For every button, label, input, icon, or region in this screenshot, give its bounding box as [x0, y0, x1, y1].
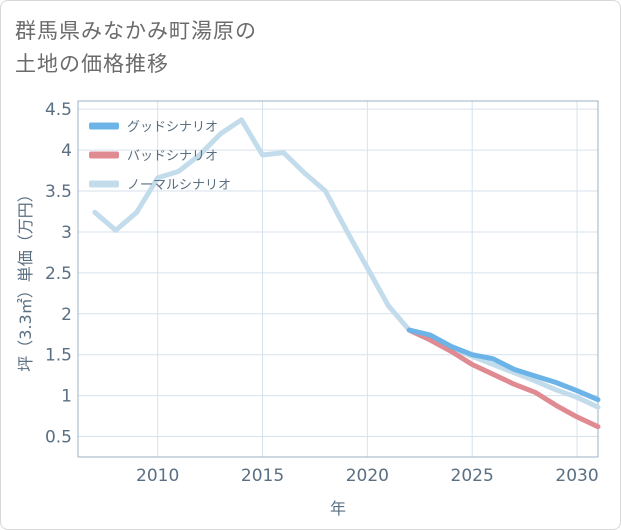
grid — [78, 101, 598, 457]
title-line-2: 土地の価格推移 — [15, 52, 169, 76]
x-axis-label: 年 — [330, 499, 346, 518]
legend-label: グッドシナリオ — [127, 120, 218, 135]
x-tick-label: 2025 — [451, 466, 494, 486]
x-tick-label: 2030 — [555, 466, 598, 486]
title-line-1: 群馬県みなかみ町湯原の — [15, 19, 257, 43]
legend-label: バッドシナリオ — [127, 149, 218, 164]
plot-area — [77, 100, 599, 458]
series-line-good — [406, 327, 601, 403]
y-tick-label: 3 — [61, 223, 72, 243]
y-tick-label: 1.5 — [45, 346, 72, 366]
legend-swatch — [89, 180, 119, 188]
x-tick-label: 2010 — [136, 466, 179, 486]
y-tick-label: 1 — [61, 387, 72, 407]
series-layer — [92, 117, 601, 430]
y-tick-label: 4 — [61, 141, 72, 161]
y-axis-label: 坪（3.3㎡）単価（万円） — [16, 186, 35, 371]
x-tick-label: 2015 — [241, 466, 284, 486]
legend-swatch — [89, 122, 119, 130]
y-tick-label: 3.5 — [45, 182, 72, 202]
legend-swatch — [89, 151, 119, 159]
series-line-bad — [406, 327, 601, 430]
y-tick-label: 2 — [61, 305, 72, 325]
y-tick-label: 0.5 — [45, 428, 72, 448]
tick-labels: 2010 2015 2020 2025 2030 0.5 1 1.5 2 2.5 3 3.5 4 4.5 — [45, 100, 599, 486]
series-line-normal — [92, 117, 601, 410]
y-tick-label: 4.5 — [45, 100, 72, 120]
legend-label: ノーマルシナリオ — [127, 178, 231, 193]
x-tick-label: 2020 — [346, 466, 389, 486]
chart-title: 群馬県みなかみ町湯原の 土地の価格推移 — [15, 15, 257, 81]
y-tick-label: 2.5 — [45, 264, 72, 284]
